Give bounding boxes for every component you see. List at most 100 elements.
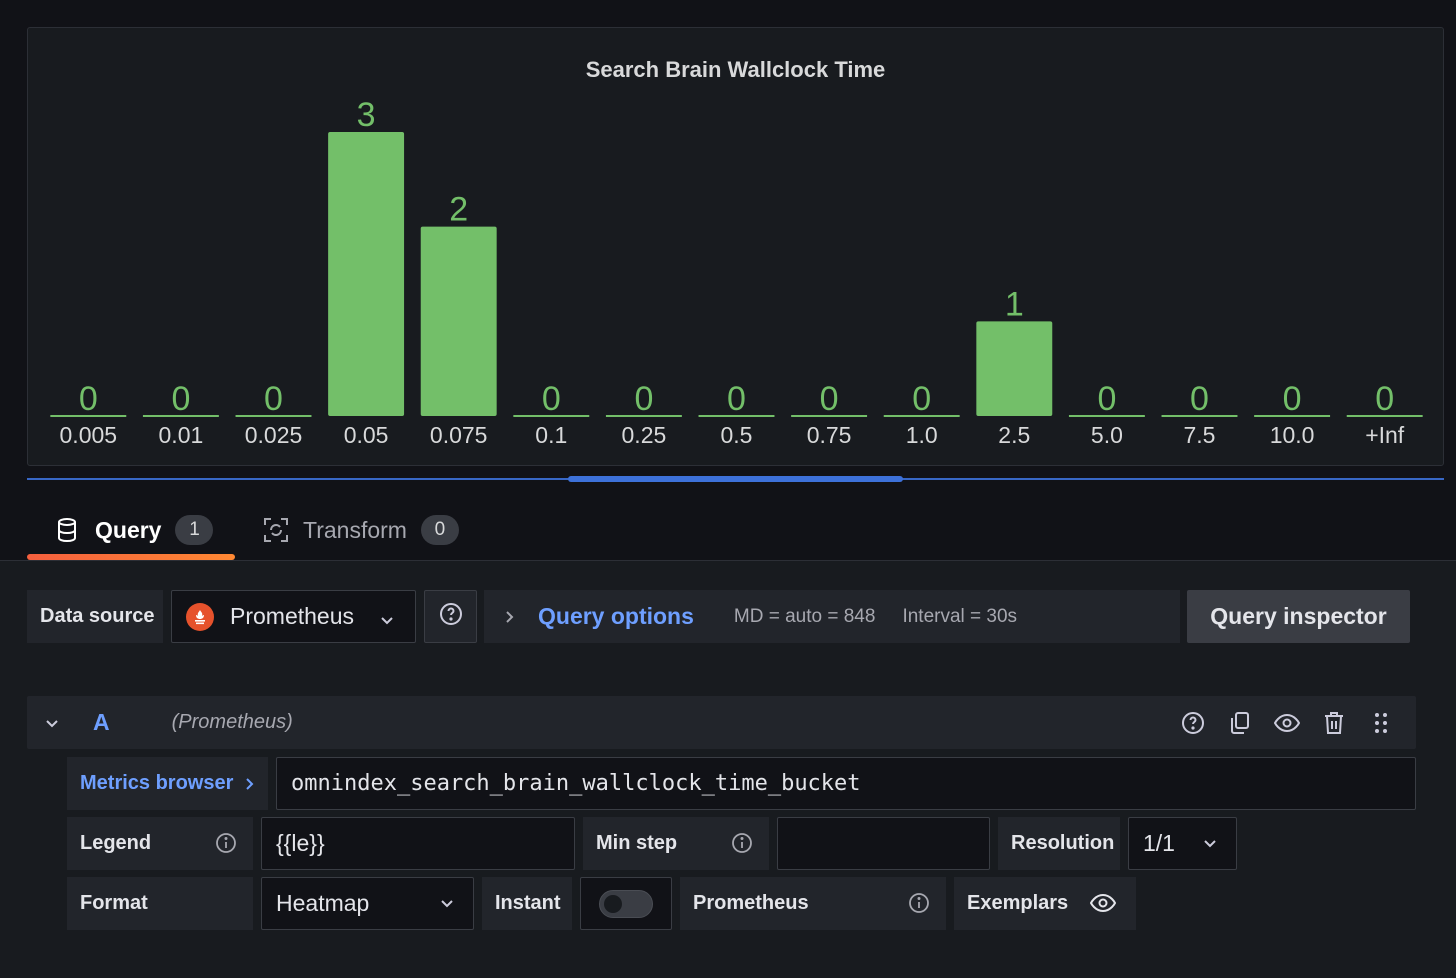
info-icon[interactable]	[908, 892, 930, 914]
bar-value-label: 3	[357, 96, 376, 134]
resolution-value: 1/1	[1143, 830, 1175, 856]
min-step-label: Min step	[583, 817, 769, 870]
bar-0.75[interactable]	[791, 415, 868, 417]
x-tick-label: 0.5	[721, 422, 753, 448]
bar-value-label: 0	[727, 380, 746, 418]
bar-0.5[interactable]	[698, 415, 775, 417]
data-source-label: Data source	[27, 590, 163, 643]
drag-handle-icon[interactable]	[1366, 708, 1396, 738]
bar-5.0[interactable]	[1068, 415, 1145, 417]
tab-query-label: Query	[95, 516, 162, 543]
query-options-toggle[interactable]: Query options MD = auto = 848 Interval =…	[484, 590, 1180, 643]
x-tick-label: 7.5	[1184, 422, 1216, 448]
query-type-label-text: Prometheus	[693, 892, 809, 914]
bar-value-label: 0	[171, 380, 190, 418]
format-label: Format	[67, 877, 253, 930]
tab-query[interactable]: Query 1	[27, 500, 235, 560]
bar-value-label: 0	[79, 380, 98, 418]
instant-label: Instant	[482, 877, 572, 930]
query-type-label: Prometheus	[680, 877, 946, 930]
pane-resize-handle[interactable]	[568, 476, 903, 482]
bar-10.0[interactable]	[1254, 415, 1331, 417]
min-step-label-text: Min step	[596, 832, 678, 854]
bar-0.05[interactable]	[328, 132, 405, 416]
data-source-select[interactable]: Prometheus	[171, 590, 416, 643]
eye-icon	[1090, 892, 1116, 914]
bar-0.005[interactable]	[50, 415, 127, 417]
query-options-label: Query options	[538, 603, 694, 629]
x-tick-label: 10.0	[1270, 422, 1315, 448]
query-inspector-button[interactable]: Query inspector	[1187, 590, 1410, 643]
bar-value-label: 0	[820, 380, 839, 418]
bar-0.1[interactable]	[513, 415, 590, 417]
chevron-down-icon	[379, 607, 395, 634]
bar-2.5[interactable]	[976, 321, 1053, 416]
transform-icon	[263, 517, 289, 543]
bar-value-label: 0	[1283, 380, 1302, 418]
bar-0.075[interactable]	[420, 226, 497, 416]
chevron-right-icon	[243, 776, 255, 792]
tab-transform-label: Transform	[303, 516, 407, 543]
metrics-browser-button[interactable]: Metrics browser	[67, 757, 268, 810]
bar-value-label: 0	[264, 380, 283, 418]
tab-transform-count: 0	[420, 515, 459, 545]
bar-value-label: 0	[1375, 380, 1394, 418]
interval-info: Interval = 30s	[902, 605, 1018, 627]
panel-title[interactable]: Search Brain Wallclock Time	[585, 57, 886, 82]
info-icon[interactable]	[215, 832, 237, 854]
x-tick-label: 0.075	[430, 422, 488, 448]
prometheus-icon	[186, 602, 214, 631]
x-tick-label: 0.01	[159, 422, 204, 448]
format-select[interactable]: Heatmap	[261, 877, 474, 930]
bar-value-label: 0	[912, 380, 931, 418]
bar-0.025[interactable]	[235, 415, 312, 417]
resolution-select[interactable]: 1/1	[1128, 817, 1237, 870]
info-icon[interactable]	[731, 832, 753, 854]
bar-1.0[interactable]	[883, 415, 960, 417]
legend-input[interactable]: {{le}}	[261, 817, 575, 870]
instant-toggle-wrapper	[580, 877, 672, 930]
x-tick-label: 5.0	[1091, 422, 1123, 448]
query-row-header: A (Prometheus)	[27, 696, 1416, 749]
toggle-visibility-eye-icon[interactable]	[1272, 708, 1302, 738]
question-circle-icon	[439, 602, 463, 631]
promql-query-input[interactable]: omnindex_search_brain_wallclock_time_buc…	[276, 757, 1416, 810]
instant-toggle[interactable]	[599, 889, 653, 918]
bar-value-label: 2	[449, 191, 468, 229]
database-icon	[55, 517, 81, 543]
bar-+Inf[interactable]	[1346, 415, 1423, 417]
query-datasource-name: (Prometheus)	[171, 711, 293, 733]
query-ref-id[interactable]: A	[93, 709, 110, 735]
exemplars-label: Exemplars	[967, 892, 1069, 914]
query-help-icon[interactable]	[1178, 708, 1208, 738]
x-tick-label: 2.5	[998, 422, 1030, 448]
x-tick-label: 0.05	[344, 422, 389, 448]
data-source-help-button[interactable]	[424, 590, 477, 643]
collapse-row-icon[interactable]	[43, 714, 61, 732]
legend-label: Legend	[67, 817, 253, 870]
chevron-down-icon	[439, 895, 455, 911]
min-step-input[interactable]	[777, 817, 990, 870]
tab-transform[interactable]: Transform 0	[261, 500, 491, 560]
exemplars-toggle[interactable]: Exemplars	[954, 877, 1136, 930]
tab-query-count: 1	[175, 515, 214, 545]
bar-7.5[interactable]	[1161, 415, 1238, 417]
bar-value-label: 0	[1190, 380, 1209, 418]
x-tick-label: 1.0	[906, 422, 938, 448]
x-tick-label: 0.005	[60, 422, 118, 448]
x-tick-label: 0.025	[245, 422, 303, 448]
data-source-value: Prometheus	[230, 603, 355, 629]
resolution-label: Resolution	[998, 817, 1120, 870]
max-data-points-info: MD = auto = 848	[733, 605, 876, 627]
chevron-right-icon	[502, 609, 516, 625]
x-tick-label: +Inf	[1365, 422, 1405, 448]
panel: Search Brain Wallclock Time 0 0.005 0 0.01 0…	[27, 27, 1444, 466]
duplicate-query-icon[interactable]	[1225, 708, 1255, 738]
active-tab-indicator	[27, 554, 235, 560]
bar-value-label: 0	[542, 380, 561, 418]
x-tick-label: 0.75	[807, 422, 852, 448]
bar-0.25[interactable]	[605, 415, 682, 417]
bar-0.01[interactable]	[142, 415, 219, 417]
metrics-browser-label: Metrics browser	[80, 772, 234, 794]
trash-icon[interactable]	[1319, 708, 1349, 738]
